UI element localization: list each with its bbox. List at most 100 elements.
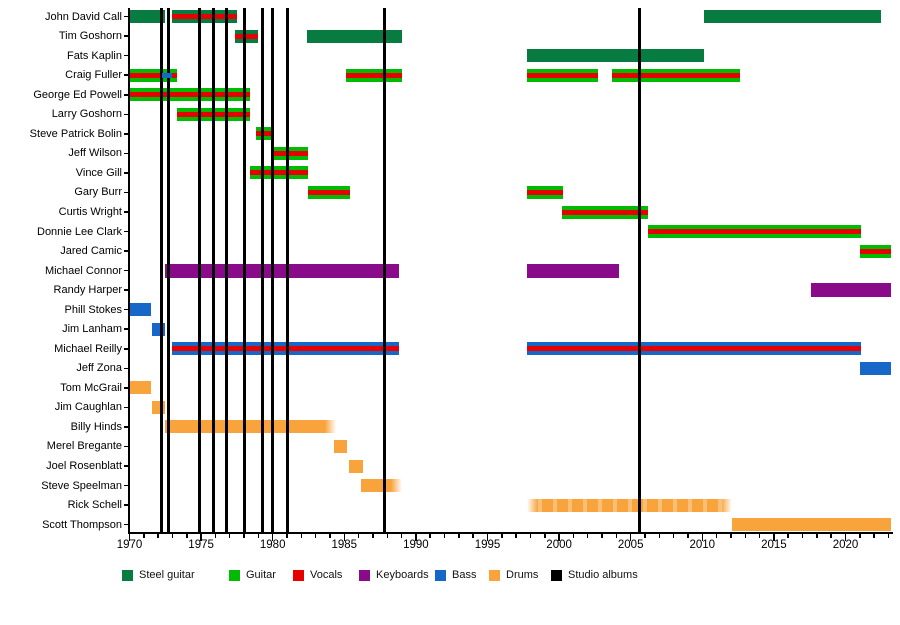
y-axis-tick (124, 35, 128, 37)
legend-label: Steel guitar (139, 569, 195, 581)
y-axis-line (128, 8, 130, 534)
studio-album-line (382, 8, 386, 533)
role-stripe-guitar (526, 194, 564, 199)
y-axis-tick (124, 348, 128, 350)
legend-swatch-guitar (229, 570, 240, 581)
legend-swatch-steel (122, 570, 133, 581)
x-axis-major-tick (271, 533, 274, 541)
timeline-bar (526, 342, 862, 356)
timeline-bar (859, 361, 892, 375)
y-axis-tick (124, 74, 128, 76)
role-stripe-guitar (526, 77, 598, 82)
x-axis-major-tick (200, 533, 202, 541)
x-axis-minor-tick (171, 533, 174, 538)
member-label: Steve Speelman (41, 479, 122, 492)
role-stripe-vocals (234, 33, 258, 39)
role-stripe-vocals (271, 150, 308, 156)
x-axis-line (128, 531, 894, 534)
member-label: Randy Harper (53, 284, 122, 297)
y-axis-tick (124, 133, 128, 135)
timeline-bar (130, 381, 151, 395)
timeline-bar (129, 10, 166, 24)
timeline-bar (165, 263, 399, 278)
timeline-bar (346, 68, 402, 82)
x-axis-minor-tick (672, 533, 675, 538)
x-axis-minor-tick (601, 533, 603, 538)
x-axis-minor-tick (515, 533, 517, 538)
legend-swatch-vocals (293, 570, 304, 581)
timeline-bar (859, 244, 892, 258)
role-stripe-guitar (255, 127, 275, 132)
x-axis-major-tick (415, 533, 417, 541)
y-axis-tick (124, 250, 128, 252)
x-axis-major-tick (773, 533, 775, 541)
x-axis-tick-label: 1995 (474, 539, 501, 551)
x-axis-minor-tick (443, 533, 446, 538)
legend-label: Studio albums (568, 569, 638, 581)
x-axis-minor-tick (286, 533, 288, 538)
member-label: Michael Connor (44, 264, 122, 277)
role-stripe-vocals (129, 92, 250, 98)
x-axis-minor-tick (572, 533, 575, 538)
role-stripe-guitar (859, 253, 892, 258)
role-stripe-guitar (612, 77, 740, 82)
role-stripe-vocals (255, 131, 275, 137)
timeline-bar (271, 146, 308, 160)
role-stripe-guitar (612, 68, 740, 73)
x-axis-minor-tick (501, 533, 503, 538)
role-stripe-vocals (526, 72, 598, 78)
y-axis-tick (124, 308, 128, 311)
role-stripe-guitar (129, 88, 250, 93)
role-stripe-guitar (346, 68, 402, 73)
role-stripe-guitar (561, 205, 648, 210)
x-axis-minor-tick (300, 533, 303, 538)
x-axis-minor-tick (859, 533, 861, 538)
role-stripe-vocals (612, 72, 740, 78)
x-axis-minor-tick (744, 533, 746, 538)
member-label: Gary Burr (74, 186, 122, 199)
role-overlay-bass (162, 72, 173, 78)
x-axis-tick-label: 2010 (689, 539, 716, 551)
y-axis-tick (124, 191, 128, 194)
member-label: Jared Camic (60, 245, 122, 258)
studio-album-line (198, 8, 202, 533)
role-stripe-steel (234, 29, 258, 34)
x-axis-tick-label: 1980 (259, 539, 286, 551)
x-axis-major-tick (343, 533, 346, 541)
studio-album-line (166, 8, 170, 533)
legend-label: Bass (452, 569, 477, 581)
x-axis-minor-tick (658, 533, 661, 538)
x-axis-minor-tick (257, 533, 260, 538)
legend-label: Drums (506, 569, 539, 581)
y-axis-tick (124, 211, 128, 213)
x-axis-minor-tick (544, 533, 546, 538)
role-stripe-steel (171, 19, 237, 24)
member-label: Fats Kaplin (66, 49, 122, 62)
x-axis-major-tick (128, 533, 131, 541)
timeline-bar (526, 49, 705, 63)
y-axis-tick (124, 367, 128, 370)
legend-swatch-bass (435, 570, 446, 581)
x-axis-minor-tick (644, 533, 646, 538)
timeline-bar (151, 322, 166, 336)
x-axis-tick-label: 1985 (331, 539, 358, 551)
x-axis-minor-tick (400, 533, 403, 538)
timeline-bar (647, 225, 862, 239)
role-stripe-guitar (647, 234, 862, 239)
timeline-bar (361, 479, 402, 493)
studio-album-line (285, 8, 289, 533)
timeline-bar (249, 166, 308, 180)
legend-label: Vocals (310, 569, 343, 581)
role-stripe-guitar (255, 136, 275, 141)
x-axis-major-tick (629, 533, 632, 541)
x-axis-major-tick (701, 533, 704, 541)
x-axis-major-tick (844, 533, 847, 541)
y-axis-tick (124, 152, 128, 155)
timeline-bar (704, 10, 882, 24)
y-axis-tick (124, 504, 128, 506)
timeline-bar (129, 88, 250, 102)
y-axis-tick (124, 387, 128, 389)
x-axis-tick-label: 2015 (761, 539, 787, 551)
studio-album-line (225, 8, 229, 533)
